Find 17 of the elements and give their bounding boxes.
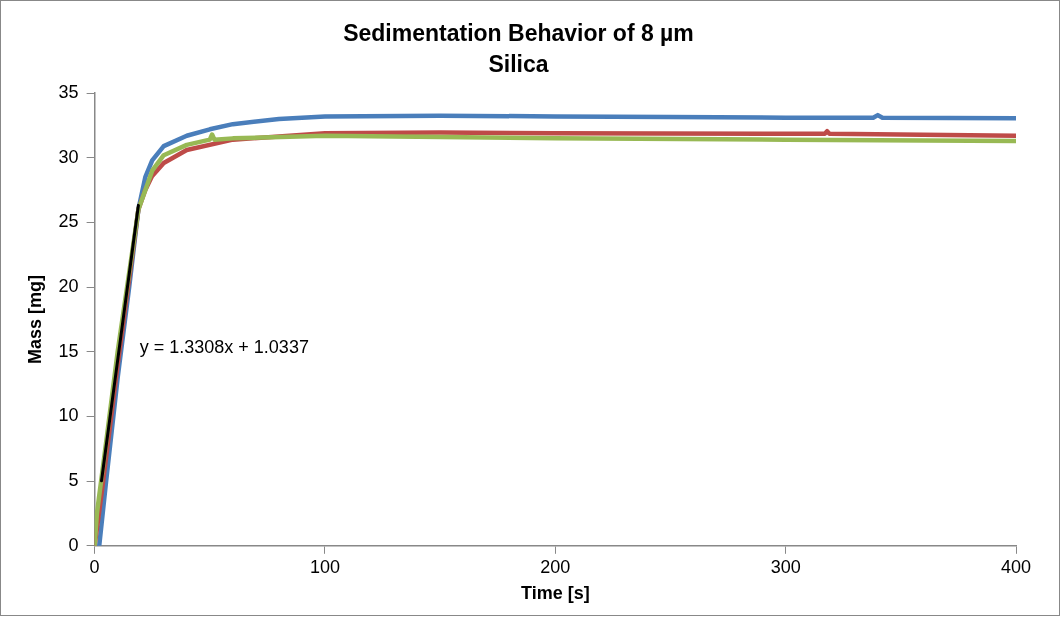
y-tick-label: 25 xyxy=(58,211,79,232)
y-tick-label: 5 xyxy=(68,470,79,491)
x-tick-label: 0 xyxy=(89,556,100,577)
y-tick-label: 20 xyxy=(58,276,79,297)
x-axis-title: Time [s] xyxy=(520,583,590,604)
y-tick-label: 15 xyxy=(58,340,79,361)
annotation: y = 1.3308x + 1.0337 xyxy=(139,336,309,357)
y-tick-label: 0 xyxy=(68,534,79,555)
y-tick-label: 10 xyxy=(58,405,79,426)
x-tick-label: 200 xyxy=(540,556,571,577)
x-tick-label: 100 xyxy=(309,556,340,577)
y-tick-label: 35 xyxy=(58,82,79,103)
y-axis-title: Mass [mg] xyxy=(24,274,45,364)
x-tick-label: 300 xyxy=(770,556,801,577)
x-tick-label: 400 xyxy=(1000,556,1032,577)
chart-title: Sedimentation Behavior of 8 µm Silica xyxy=(343,19,694,77)
y-tick-label: 30 xyxy=(58,146,79,167)
